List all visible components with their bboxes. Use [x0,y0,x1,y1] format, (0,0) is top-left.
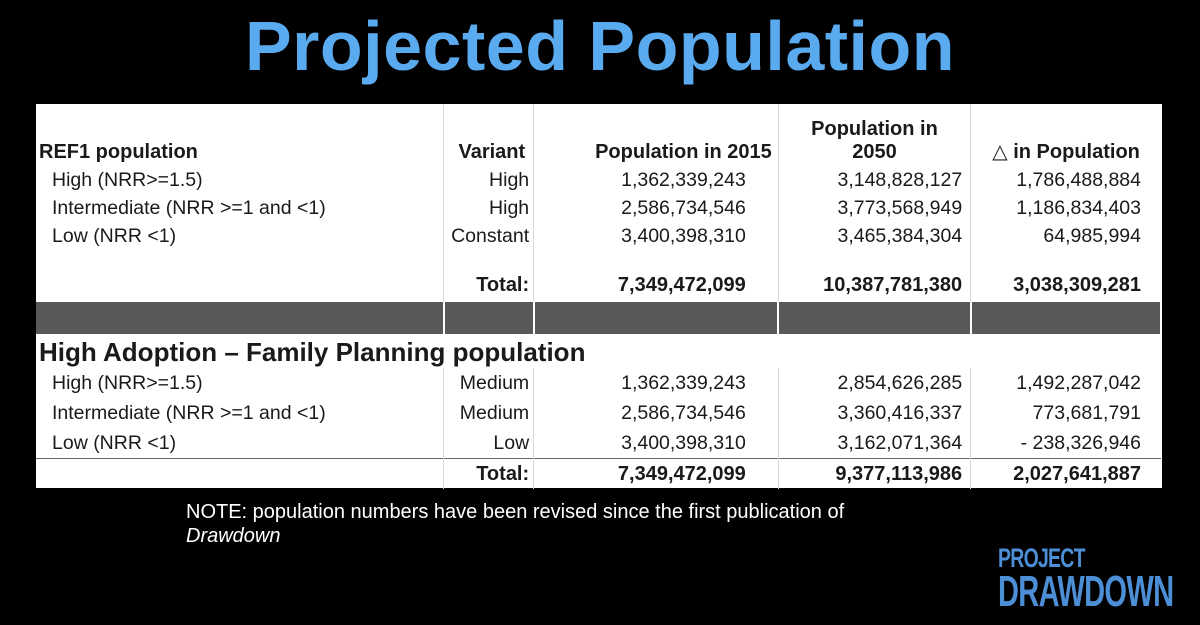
header-ref1-population: REF1 population [36,104,445,166]
row-label: Intermediate (NRR >=1 and <1) [36,398,445,428]
project-drawdown-logo: PROJECT DRAWDOWN [998,544,1188,614]
row-pop-2050: 2,854,626,285 [778,368,972,398]
header-population-2050-line2: 2050 [852,141,897,163]
table-row: Intermediate (NRR >=1 and <1) High 2,586… [36,194,1161,222]
header-variant: Variant [443,104,535,166]
note-text: NOTE: population numbers have been revis… [186,501,845,523]
logo-line1: PROJECT [998,543,1086,573]
row-label: Intermediate (NRR >=1 and <1) [36,194,445,222]
total-pop-2015: 7,349,472,099 [533,268,779,302]
header-population-2050: Population in 2050 [778,104,972,166]
row-variant: Constant [443,222,535,250]
total-pop-2015: 7,349,472,099 [533,458,779,489]
row-pop-2015: 1,362,339,243 [533,368,779,398]
section-title-row: High Adoption – Family Planning populati… [36,334,1161,368]
table-row: Low (NRR <1) Constant 3,400,398,310 3,46… [36,222,1161,250]
ref1-total-row: Total: 7,349,472,099 10,387,781,380 3,03… [36,268,1161,302]
row-variant: Low [443,428,535,459]
header-population-2015: Population in 2015 [533,104,779,166]
row-pop-2015: 2,586,734,546 [533,398,779,428]
note-emphasis: Drawdown [186,525,281,547]
ha-total-row: Total: 7,349,472,099 9,377,113,986 2,027… [36,458,1161,489]
spacer-row [36,250,1161,268]
total-delta: 2,027,641,887 [970,458,1161,489]
total-pop-2050: 9,377,113,986 [778,458,972,489]
row-pop-2015: 1,362,339,243 [533,166,779,194]
table-row: High (NRR>=1.5) Medium 1,362,339,243 2,8… [36,368,1161,398]
row-delta: 1,492,287,042 [1016,371,1141,394]
header-row: REF1 population Variant Population in 20… [36,104,1161,166]
table-row: High (NRR>=1.5) High 1,362,339,243 3,148… [36,166,1161,194]
population-table-grid: REF1 population Variant Population in 20… [36,104,1163,489]
row-pop-2050: 3,148,828,127 [778,166,972,194]
row-label: High (NRR>=1.5) [36,166,445,194]
row-pop-2015: 2,586,734,546 [533,194,779,222]
slide-title: Projected Population [244,7,956,85]
row-variant: High [443,166,535,194]
row-label: Low (NRR <1) [36,222,445,250]
header-delta-text: in Population [1007,141,1140,163]
row-label: Low (NRR <1) [36,428,445,459]
delta-symbol-icon: △ [992,141,1008,163]
table-row: Intermediate (NRR >=1 and <1) Medium 2,5… [36,398,1161,428]
population-table: REF1 population Variant Population in 20… [36,104,1163,489]
row-variant: Medium [443,398,535,428]
row-pop-2050: 3,773,568,949 [778,194,972,222]
total-pop-2050: 10,387,781,380 [778,268,972,302]
revision-note: NOTE: population numbers have been revis… [186,500,1046,548]
row-pop-2015: 3,400,398,310 [533,222,779,250]
row-label: High (NRR>=1.5) [36,368,445,398]
section-separator [36,302,1163,334]
section-title: High Adoption – Family Planning populati… [39,337,586,367]
total-label: Total: [443,268,535,302]
row-delta: - 238,326,946 [1020,431,1141,454]
header-delta-population: △ in Population [971,104,1161,166]
row-delta: 773,681,791 [1032,401,1141,424]
logo-line2: DRAWDOWN [998,567,1174,616]
row-variant: Medium [443,368,535,398]
row-pop-2050: 3,162,071,364 [778,428,972,459]
row-pop-2015: 3,400,398,310 [533,428,779,459]
row-delta: 1,786,488,884 [1016,168,1141,191]
header-population-2050-line1: Population in [811,118,938,140]
row-delta: 64,985,994 [1043,224,1141,247]
row-pop-2050: 3,360,416,337 [778,398,972,428]
total-label: Total: [443,458,535,489]
total-delta: 3,038,309,281 [1013,273,1141,296]
row-delta: 1,186,834,403 [1016,196,1141,219]
table-row: Low (NRR <1) Low 3,400,398,310 3,162,071… [36,428,1161,459]
row-pop-2050: 3,465,384,304 [778,222,972,250]
row-variant: High [443,194,535,222]
